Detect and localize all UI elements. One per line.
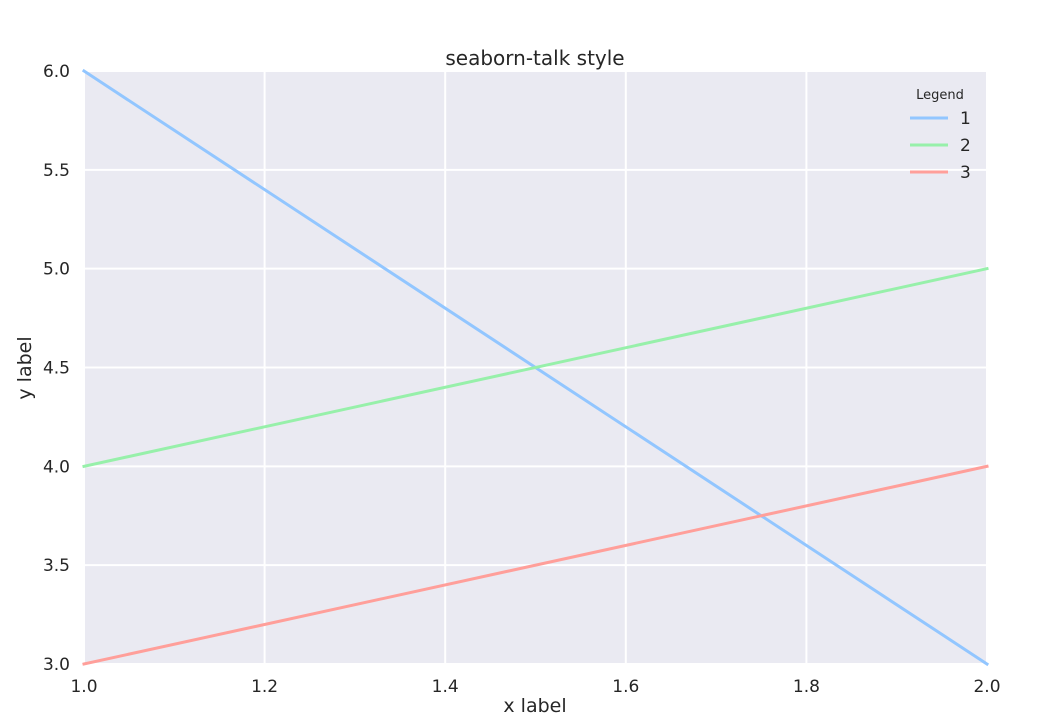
- series-lines: [81, 68, 990, 667]
- x-axis-label: x label: [503, 695, 566, 715]
- x-tick-label: 1.8: [793, 677, 820, 697]
- x-tick-label: 1.2: [251, 677, 278, 697]
- legend-label-2: 2: [960, 136, 971, 156]
- y-tick-label: 5.5: [43, 161, 70, 181]
- legend-title: Legend: [916, 88, 964, 103]
- y-axis-label: y label: [14, 336, 36, 399]
- y-tick-label: 4.5: [43, 359, 70, 379]
- series-line-3: [82, 464, 989, 666]
- y-tick-label: 5.0: [43, 260, 70, 280]
- legend-label-3: 3: [960, 163, 971, 183]
- legend: Legend 1 2 3: [910, 88, 971, 183]
- chart-title: seaborn-talk style: [445, 46, 624, 70]
- y-tick-label: 4.0: [43, 457, 70, 477]
- x-tick-label: 2.0: [973, 677, 1000, 697]
- y-tick-labels: 3.0 3.5 4.0 4.5 5.0 5.5 6.0: [43, 62, 70, 675]
- y-tick-label: 6.0: [43, 62, 70, 82]
- x-tick-labels: 1.0 1.2 1.4 1.6 1.8 2.0: [70, 677, 1000, 697]
- y-tick-label: 3.0: [43, 655, 70, 675]
- y-tick-label: 3.5: [43, 556, 70, 576]
- series-line-2: [82, 266, 989, 469]
- x-tick-label: 1.0: [70, 677, 97, 697]
- x-tick-label: 1.4: [432, 677, 459, 697]
- legend-label-1: 1: [960, 109, 971, 129]
- x-tick-label: 1.6: [612, 677, 639, 697]
